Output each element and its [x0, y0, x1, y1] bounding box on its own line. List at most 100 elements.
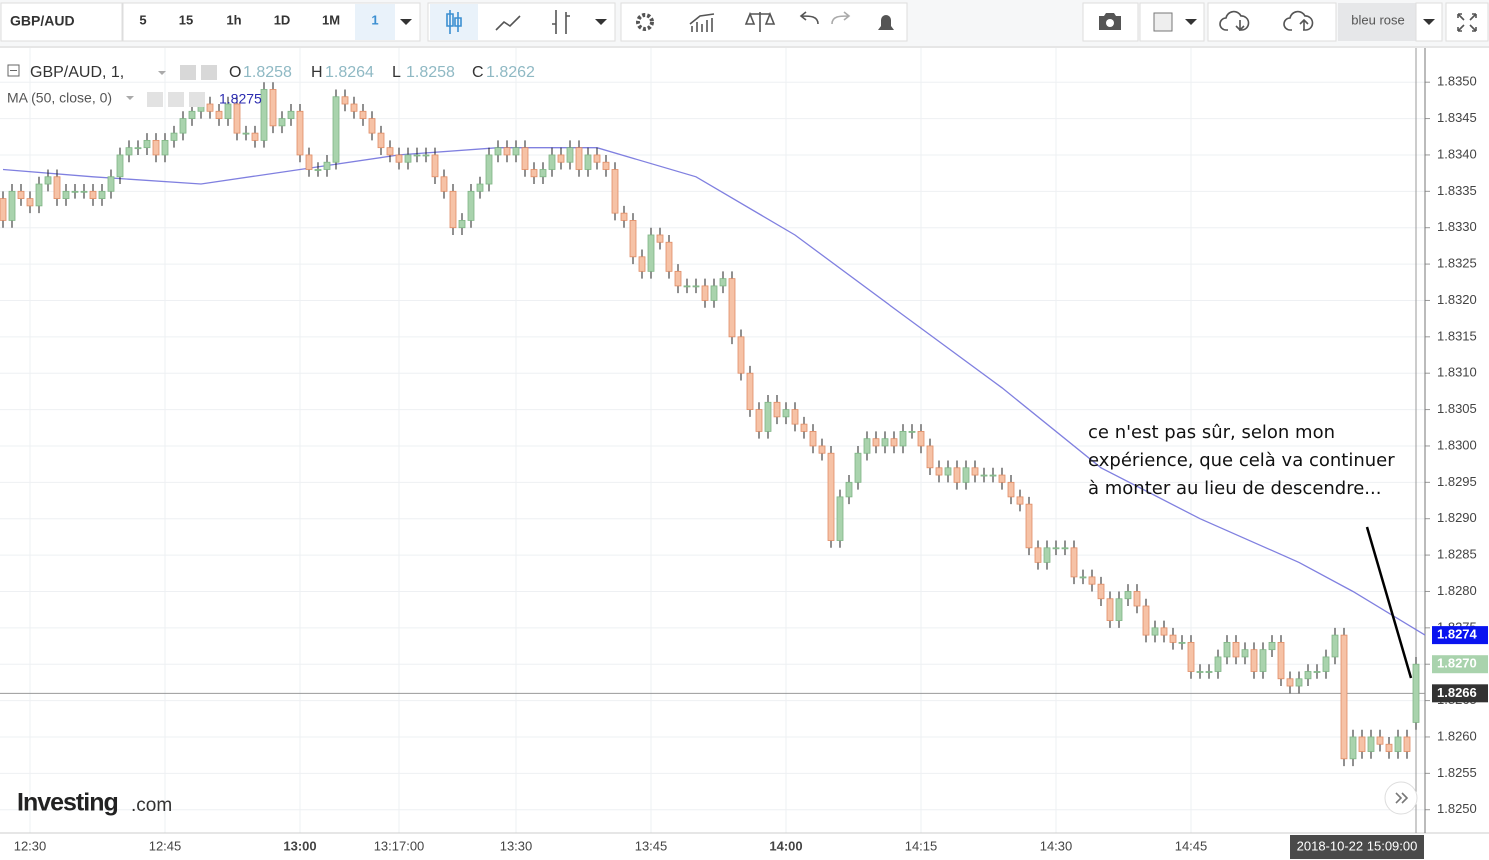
interval[interactable]: 1h: [226, 12, 241, 27]
candle-body: [701, 285, 709, 301]
candle-body: [755, 409, 763, 432]
candle-body: [1268, 641, 1276, 651]
interval[interactable]: 1M: [322, 12, 340, 27]
candle-body: [1304, 671, 1312, 680]
candle-body: [233, 103, 241, 134]
candle-body: [611, 169, 619, 214]
x-tick-label: 14:00: [769, 838, 802, 853]
ma-dropdown[interactable]: [126, 96, 134, 100]
y-tick-label: 1.8320: [1437, 292, 1477, 307]
candle-body: [845, 481, 853, 498]
candle-body: [953, 467, 961, 483]
candle-body: [1115, 598, 1123, 621]
candle-body: [971, 467, 979, 476]
candle-body: [467, 190, 475, 221]
x-tick-label: 12:30: [14, 838, 47, 853]
settings-icon[interactable]: [636, 13, 654, 31]
candle-body: [143, 139, 151, 149]
theme-name: bleu rose: [1351, 12, 1404, 27]
candle-body: [350, 103, 358, 112]
undo-icon[interactable]: [799, 11, 819, 25]
compare-icon[interactable]: [744, 11, 776, 32]
symbol-box[interactable]: [0, 2, 123, 42]
y-tick-label: 1.8260: [1437, 728, 1477, 743]
x-tick-label: 13:00: [283, 838, 316, 853]
dropdown[interactable]: [400, 19, 412, 25]
y-tick-label: 1.8340: [1437, 146, 1477, 161]
candle-body: [1412, 663, 1420, 723]
candle-body: [1295, 678, 1303, 687]
y-tick-label: 1.8335: [1437, 183, 1477, 198]
candle-body: [899, 431, 907, 447]
dropdown[interactable]: [595, 19, 607, 25]
candle-body: [1142, 605, 1150, 636]
candle-body: [377, 132, 385, 149]
candle-body: [395, 154, 403, 163]
alert-icon[interactable]: [878, 15, 894, 32]
tools-group: [620, 2, 908, 42]
candle-body: [8, 190, 16, 221]
candles-icon[interactable]: [446, 10, 462, 34]
candle-body: [917, 431, 925, 447]
candle-body: [1160, 627, 1168, 636]
dropdown[interactable]: [1185, 19, 1197, 25]
candle-body: [1367, 736, 1375, 752]
candle-body: [1088, 576, 1096, 585]
candle-body: [998, 474, 1006, 483]
candle-body: [647, 234, 655, 272]
legend-dropdown[interactable]: [158, 71, 166, 75]
candle-body: [26, 198, 34, 207]
ma-eye[interactable]: [147, 92, 163, 107]
save-icon[interactable]: [1283, 10, 1314, 31]
color-swatch: [1153, 12, 1173, 32]
collapse-icon[interactable]: [7, 64, 20, 77]
candle-body: [539, 169, 547, 178]
active-interval[interactable]: 1: [371, 12, 378, 27]
dropdown: [1423, 19, 1435, 25]
interval[interactable]: 15: [179, 12, 193, 27]
candle-body: [494, 147, 502, 156]
candle-body: [170, 132, 178, 141]
candle-body: [827, 452, 835, 541]
y-tick-label: 1.8330: [1437, 219, 1477, 234]
ma-settings[interactable]: [168, 92, 184, 107]
candle-body: [665, 241, 673, 272]
interval[interactable]: 1D: [274, 12, 291, 27]
candle-body: [944, 467, 952, 476]
fullscreen-btn[interactable]: [1445, 2, 1489, 42]
legend-value: 1.8264: [325, 64, 374, 81]
x-tick-label: 12:45: [149, 838, 182, 853]
redo-icon[interactable]: [831, 11, 851, 25]
candle-body: [449, 190, 457, 229]
ma-close[interactable]: [189, 92, 205, 107]
candle-body: [1277, 641, 1285, 680]
legend-eye[interactable]: [180, 65, 196, 80]
legend-key: L: [392, 64, 401, 81]
y-tick-label: 1.8285: [1437, 547, 1477, 562]
price-label: 1.8274: [1437, 627, 1478, 642]
theme-btn[interactable]: [1338, 3, 1416, 41]
indicators-icon[interactable]: [689, 13, 715, 32]
legend-settings[interactable]: [201, 65, 217, 80]
candle-body: [1376, 736, 1384, 745]
candle-body: [431, 154, 439, 178]
candle-body: [764, 401, 772, 432]
candle-body: [1016, 496, 1024, 505]
x-tick-label: 2018-10-22 15:09:00: [1297, 838, 1418, 853]
candle-body: [341, 96, 349, 105]
load-icon[interactable]: [1219, 10, 1250, 32]
annotation-line: à monter au lieu de descendre...: [1088, 478, 1381, 499]
interval[interactable]: 5: [139, 12, 146, 27]
y-tick-label: 1.8295: [1437, 474, 1477, 489]
candle-body: [530, 169, 538, 178]
candle-body: [1106, 598, 1114, 621]
line-icon[interactable]: [495, 15, 521, 31]
candle-body: [1007, 481, 1015, 498]
bars-icon[interactable]: [552, 10, 570, 34]
camera-lens: [1106, 19, 1114, 27]
active-type-bg: [430, 4, 478, 40]
legend: GBP/AUD, 1, O 1.8258 H 1.8264 L 1.8258 C…: [7, 64, 535, 107]
legend-symbol: GBP/AUD, 1,: [30, 64, 124, 81]
candle-body: [224, 103, 232, 119]
